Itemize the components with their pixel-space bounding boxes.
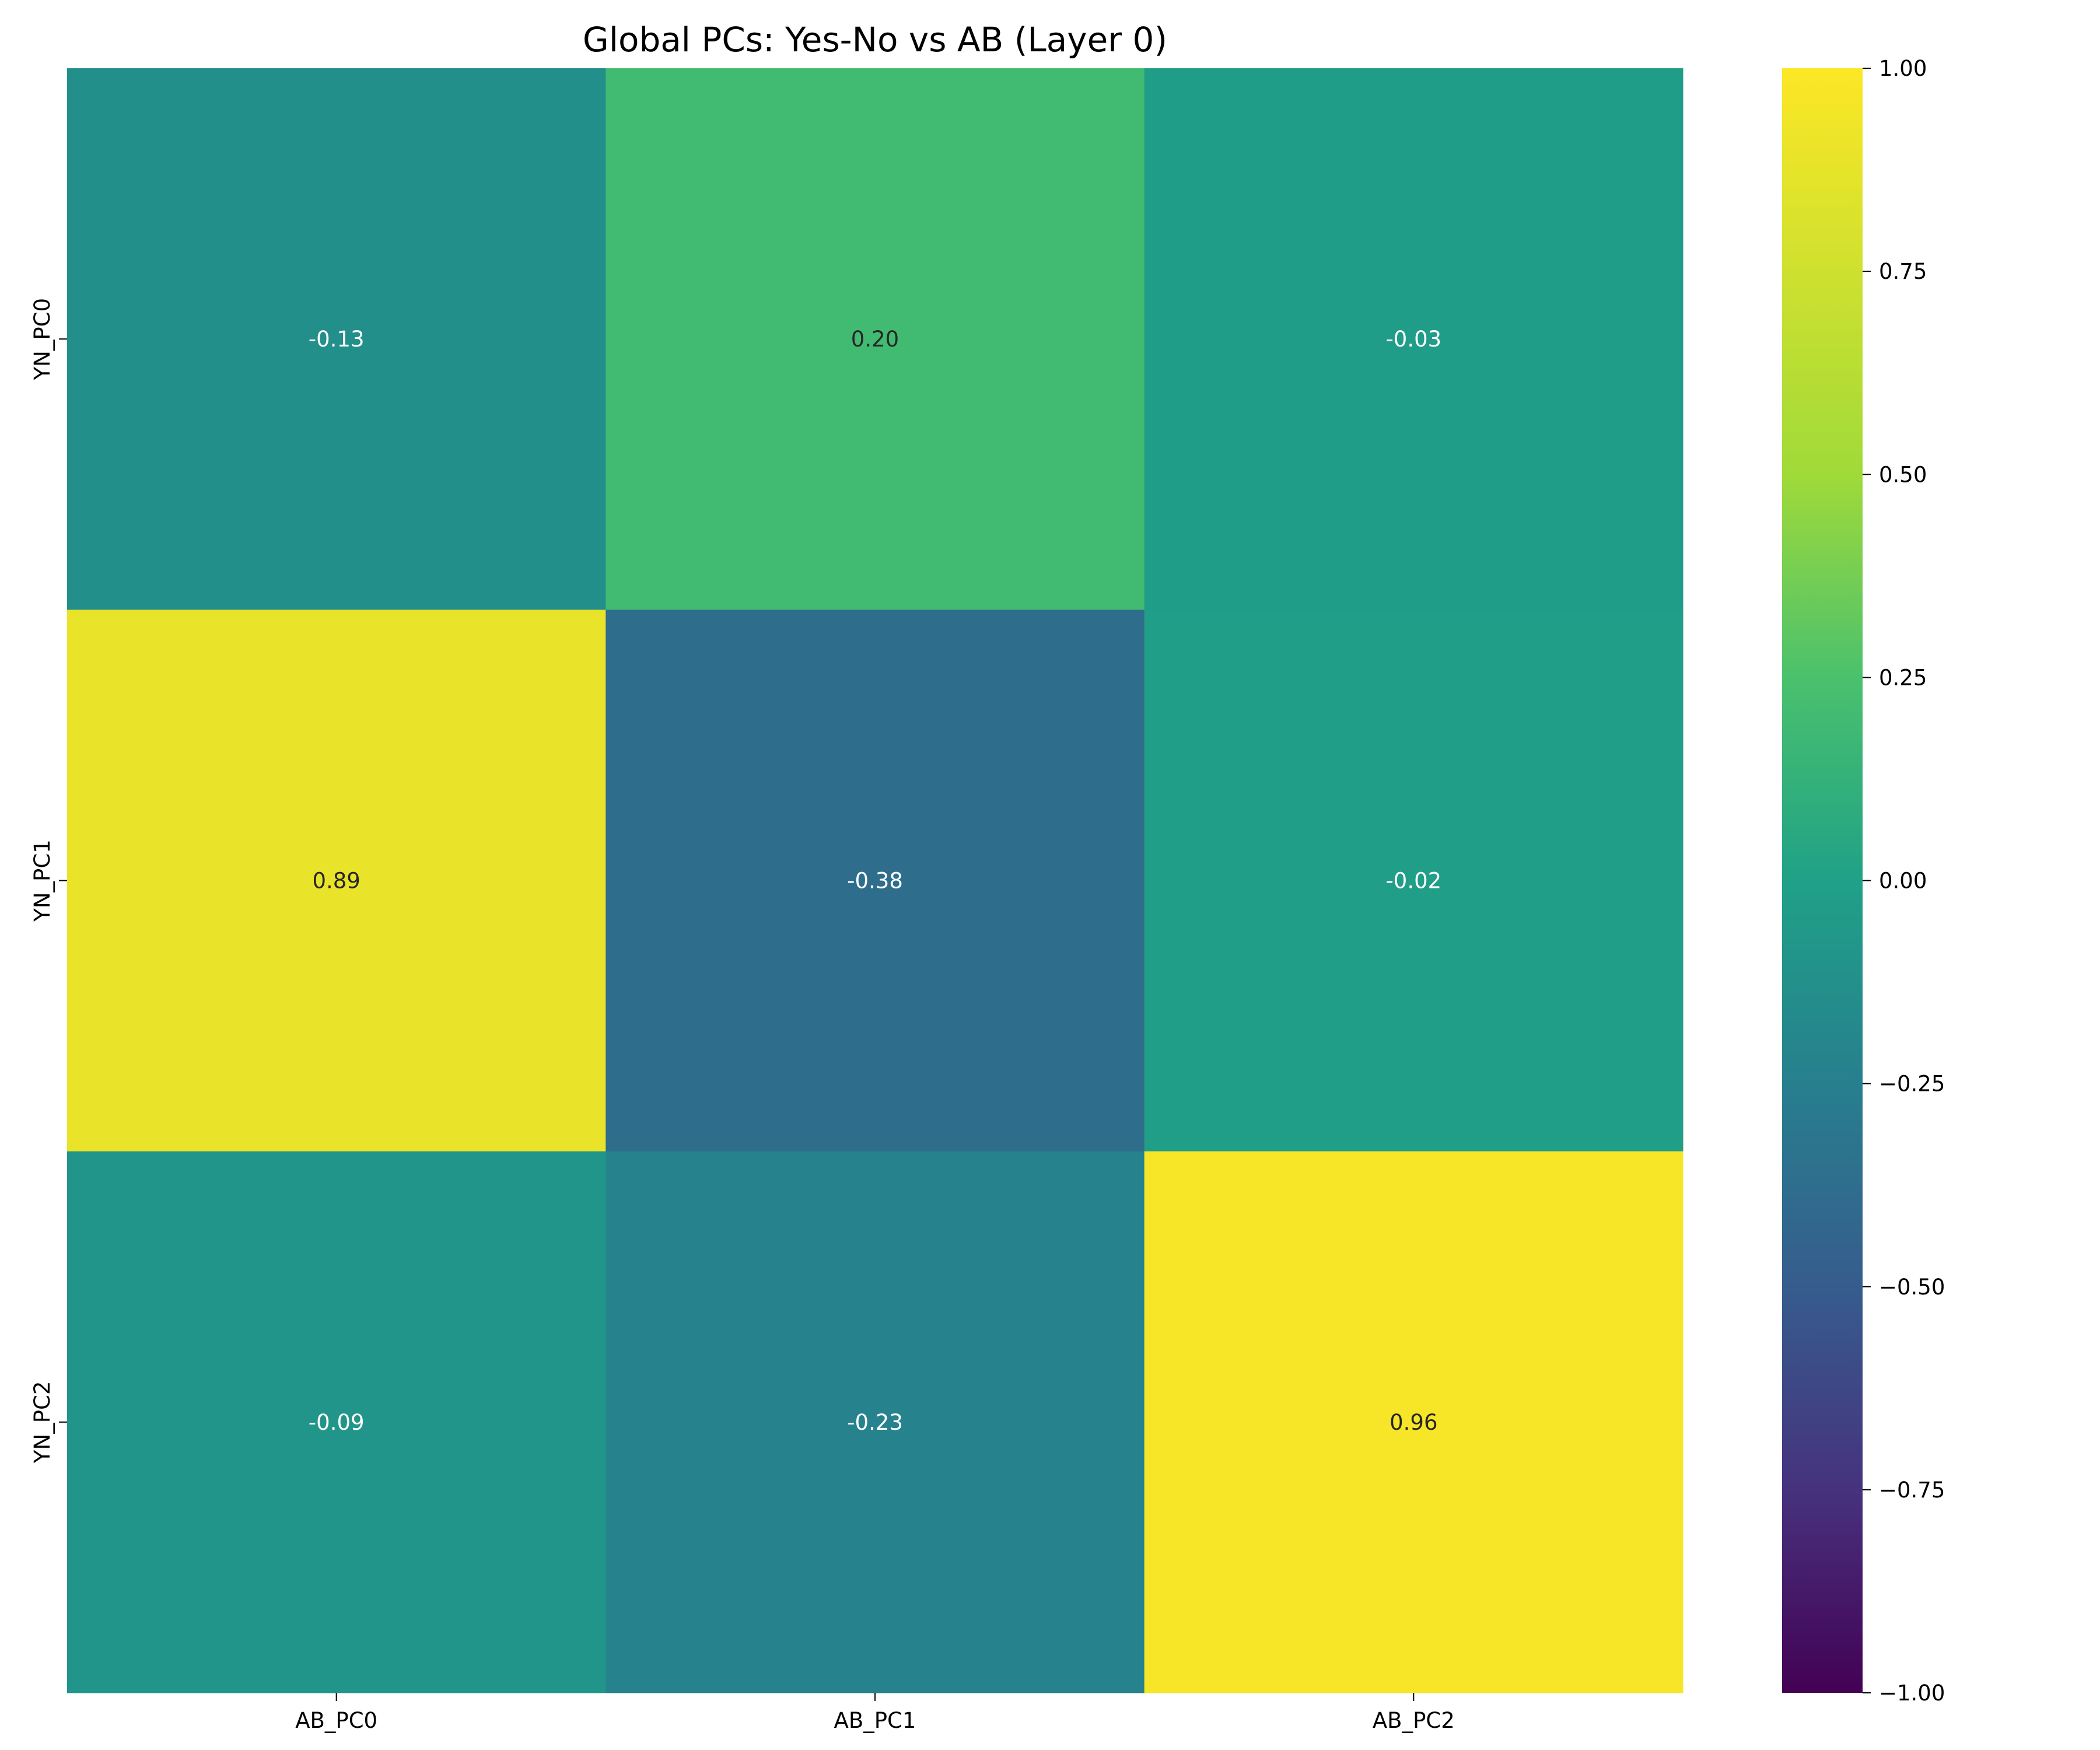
heatmap-cell-r0-c2 <box>1144 68 1684 610</box>
colorbar-tick-label-1: 0.75 <box>1879 259 1927 284</box>
heatmap-cell-r2-c2 <box>1144 1151 1684 1693</box>
colorbar-tick-label-7: −0.75 <box>1879 1478 1945 1503</box>
heatmap-cell-r1-c1 <box>606 610 1145 1152</box>
heatmap-cell-r2-c1 <box>606 1151 1145 1693</box>
y-tick-label-1: YN_PC1 <box>30 839 55 922</box>
x-tick-label-1: AB_PC1 <box>834 1708 916 1733</box>
colorbar-tick-label-0: 1.00 <box>1879 56 1927 81</box>
cell-value-label-r1-c2: -0.02 <box>1385 869 1441 894</box>
x-axis: AB_PC0 AB_PC1 AB_PC2 <box>295 1693 1455 1733</box>
cell-value-label-r2-c1: -0.23 <box>847 1410 903 1435</box>
heatmap-cell-r1-c0 <box>67 610 606 1152</box>
x-tick-label-2: AB_PC2 <box>1373 1708 1455 1733</box>
y-axis: YN_PC0 YN_PC1 YN_PC2 <box>30 298 67 1464</box>
cell-value-label-r0-c2: -0.03 <box>1385 327 1441 352</box>
cell-value-label-r0-c1: 0.20 <box>851 327 899 352</box>
cell-value-label-r2-c2: 0.96 <box>1390 1410 1437 1435</box>
heatmap-cell-r0-c0 <box>67 68 606 610</box>
cell-value-label-r2-c0: -0.09 <box>309 1410 365 1435</box>
x-tick-label-0: AB_PC0 <box>295 1708 377 1733</box>
colorbar: 1.00 0.75 0.50 0.25 0.00 −0.25 −0.50 −0.75 −1.00 <box>1782 56 1945 1706</box>
colorbar-tick-label-8: −1.00 <box>1879 1681 1945 1706</box>
chart-title: Global PCs: Yes-No vs AB (Layer 0) <box>583 20 1167 60</box>
colorbar-tick-label-3: 0.25 <box>1879 665 1927 690</box>
heatmap-cell-r1-c2 <box>1144 610 1684 1152</box>
colorbar-gradient <box>1782 68 1863 1693</box>
cell-value-label-r0-c0: -0.13 <box>309 327 365 352</box>
heatmap-cell-r0-c1 <box>606 68 1145 610</box>
heatmap-cell-r2-c0 <box>67 1151 606 1693</box>
colorbar-tick-label-2: 0.50 <box>1879 462 1927 487</box>
colorbar-tick-label-4: 0.00 <box>1879 869 1927 894</box>
cell-value-label-r1-c0: 0.89 <box>312 869 360 894</box>
y-tick-label-0: YN_PC0 <box>30 298 55 380</box>
y-tick-label-2: YN_PC2 <box>30 1381 55 1464</box>
colorbar-tick-label-6: −0.50 <box>1879 1275 1945 1300</box>
cell-value-label-r1-c1: -0.38 <box>847 869 903 894</box>
heatmap-cells: -0.13 0.20 -0.03 0.89 -0.38 -0.02 -0.09 -0.23 0.… <box>67 68 1684 1693</box>
colorbar-tick-label-5: −0.25 <box>1879 1072 1945 1097</box>
